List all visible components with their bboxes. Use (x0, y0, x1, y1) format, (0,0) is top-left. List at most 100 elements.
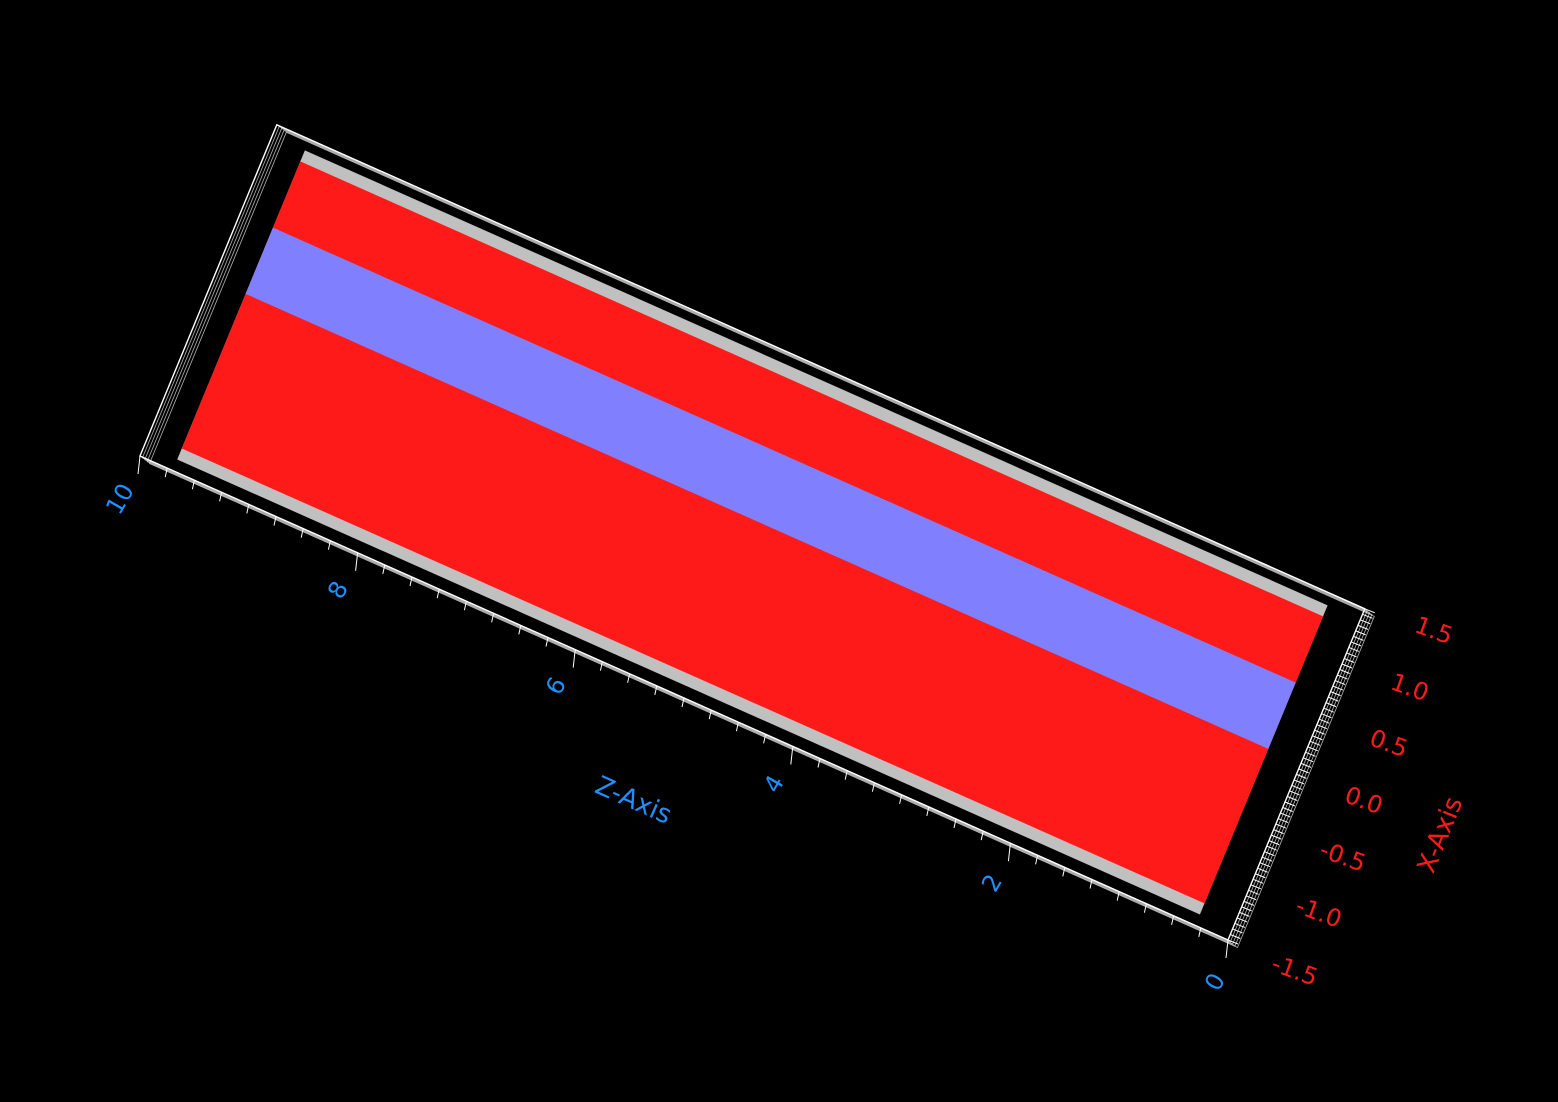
x-axis-tick (1339, 669, 1350, 674)
z-tick-label: 10 (100, 479, 140, 519)
x-axis-tick (1259, 862, 1271, 868)
x-axis-tick (1296, 773, 1307, 779)
x-axis-tick (1243, 900, 1255, 906)
x-tick-label: 1.0 (1387, 668, 1432, 707)
z-axis-tick (219, 492, 223, 502)
z-axis-tick (899, 794, 903, 804)
x-axis-tick (1275, 823, 1287, 829)
z-tick-label: 8 (322, 576, 354, 603)
z-axis-tick (382, 564, 386, 575)
z-tick-label: 6 (540, 672, 572, 699)
box-wall-line (146, 129, 1373, 947)
x-axis-tick (1255, 873, 1266, 879)
x-axis-tick (1266, 845, 1277, 851)
surface-band-core (245, 227, 1296, 749)
x-axis-tick (1305, 751, 1316, 757)
x-axis-tick (1360, 619, 1371, 625)
z-axis-tick (1225, 939, 1229, 959)
x-axis-tick (1309, 740, 1321, 746)
x-axis-tick (1362, 613, 1373, 619)
z-axis-tick (327, 540, 331, 550)
x-axis-tick (1291, 784, 1303, 790)
x-tick-label: -1.0 (1292, 891, 1346, 933)
x-tick-label: 0.0 (1341, 781, 1386, 820)
x-axis-tick (1280, 812, 1291, 818)
x-axis-tick (1289, 790, 1300, 796)
x-axis-tick (1241, 906, 1252, 912)
z-axis-title: Z-Axis (591, 771, 676, 831)
x-axis-tick (1348, 646, 1360, 652)
x-axis-tick (1357, 624, 1369, 630)
z-axis-tick (246, 504, 250, 514)
x-axis-tick (1325, 702, 1337, 708)
x-axis-tick (1287, 796, 1298, 801)
x-axis-tick (1337, 674, 1348, 680)
z-axis-tick (735, 722, 739, 732)
x-axis-tick (1341, 663, 1353, 669)
z-axis-tick (300, 528, 304, 538)
z-axis-tick (572, 649, 576, 668)
z-axis-tick (273, 516, 277, 526)
x-axis-tick (1334, 680, 1346, 686)
x-axis-tick (1344, 658, 1355, 663)
z-axis-tick (708, 709, 712, 720)
x-axis-tick (1307, 746, 1318, 752)
z-axis-tick (1062, 867, 1066, 877)
box-wall-line (148, 131, 1375, 949)
x-axis-tick (1293, 779, 1305, 785)
x-axis-tick (1232, 928, 1243, 934)
x-axis-tick (1282, 807, 1293, 812)
z-axis-tick (1198, 927, 1202, 938)
x-tick-label: -0.5 (1316, 835, 1370, 877)
z-axis-tick (599, 661, 603, 671)
x-axis-tick (1273, 829, 1284, 835)
x-axis-tick (1330, 691, 1341, 697)
z-axis-tick (436, 588, 440, 599)
x-axis-tick (1332, 685, 1344, 691)
z-axis-tick (409, 576, 413, 587)
z-axis-tick (463, 601, 467, 611)
x-axis-tick (1271, 834, 1282, 840)
z-axis-tick (871, 782, 875, 792)
x-axis-tick (1277, 818, 1289, 824)
x-tick-label: 0.5 (1366, 724, 1411, 763)
z-axis-tick (137, 455, 141, 475)
x-axis-tick (1298, 768, 1309, 774)
z-tick-label: 4 (758, 770, 790, 797)
z-axis-tick (844, 770, 848, 780)
z-axis-tick (545, 637, 549, 647)
x-axis-tick (1303, 757, 1314, 763)
x-axis-tick (1236, 917, 1248, 923)
z-tick-label: 0 (1199, 968, 1231, 995)
z-axis-tick (980, 830, 984, 841)
x-tick-label: 1.5 (1411, 611, 1456, 650)
z-axis-tick (817, 758, 821, 768)
x-axis-tick (1264, 851, 1275, 857)
z-axis-tick (1116, 891, 1120, 901)
x-axis-tick (1284, 801, 1296, 807)
x-axis-tick (1230, 934, 1241, 939)
z-axis-tick (926, 806, 930, 817)
box-wall-line (141, 126, 1368, 943)
z-tick-label: 2 (976, 869, 1008, 896)
z-axis-tick (518, 625, 522, 635)
x-axis-tick (1323, 707, 1334, 713)
z-axis-tick (681, 697, 685, 708)
x-axis-tick (1314, 729, 1325, 735)
z-axis-tick (164, 467, 168, 478)
z-axis-tick (627, 673, 631, 683)
x-axis-tick (1321, 713, 1332, 719)
z-axis-tick (790, 746, 794, 765)
x-axis-tick (1316, 724, 1328, 730)
z-axis-tick (191, 480, 195, 490)
x-axis-tick (1262, 856, 1273, 862)
z-axis-tick (654, 685, 658, 696)
x-axis-tick (1346, 652, 1357, 658)
x-axis-tick (1234, 922, 1246, 928)
x-axis-tick (1312, 735, 1323, 741)
x-tick-label: -1.5 (1268, 949, 1322, 991)
x-axis-tick (1355, 630, 1366, 636)
x-axis-tick (1250, 884, 1261, 890)
x-axis-tick (1328, 696, 1339, 702)
